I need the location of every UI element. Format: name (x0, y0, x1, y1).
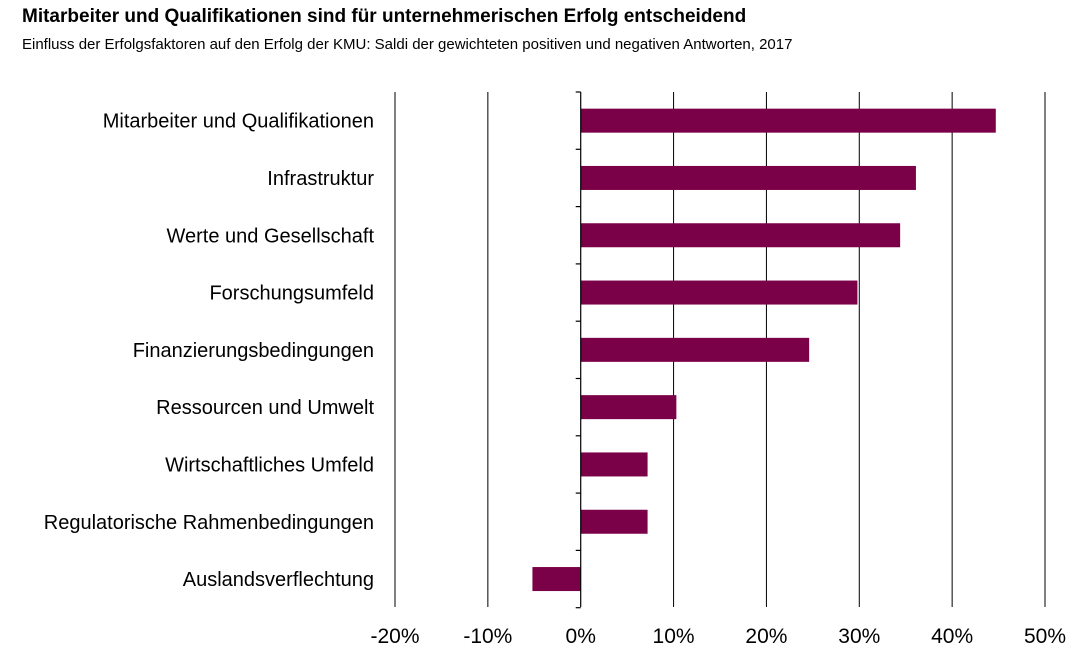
x-tick-label: 40% (931, 625, 973, 648)
category-label: Regulatorische Rahmenbedingungen (44, 512, 374, 534)
bar (580, 509, 648, 534)
bar (580, 108, 996, 133)
category-label: Infrastruktur (267, 168, 374, 190)
bar (580, 165, 916, 190)
x-tick-label: 50% (1024, 625, 1066, 648)
x-tick-label: 30% (838, 625, 880, 648)
category-label: Werte und Gesellschaft (166, 225, 374, 247)
bar (580, 395, 677, 420)
category-label: Finanzierungsbedingungen (133, 340, 374, 362)
category-label: Ressourcen und Umwelt (156, 397, 374, 419)
bars (532, 108, 996, 592)
x-tick-label: 10% (653, 625, 695, 648)
category-label: Wirtschaftliches Umfeld (165, 454, 374, 476)
bar (580, 280, 858, 305)
x-tick-label: 20% (745, 625, 787, 648)
chart-subtitle: Einfluss der Erfolgsfaktoren auf den Erf… (22, 36, 793, 53)
y-axis (575, 91, 582, 609)
category-label: Mitarbeiter und Qualifikationen (103, 111, 374, 133)
bar (532, 567, 581, 592)
x-tick-label: 0% (566, 625, 596, 648)
x-tick-labels: -20% -10% 0% 10% 20% 30% 40% 50% (370, 625, 1066, 648)
bar (580, 337, 810, 362)
category-labels: Mitarbeiter und Qualifikationen Infrastru… (44, 111, 375, 591)
x-tick-label: -20% (370, 625, 419, 648)
category-label: Auslandsverflechtung (183, 569, 374, 591)
bar (580, 452, 648, 477)
category-label: Forschungsumfeld (209, 283, 374, 305)
chart-title: Mitarbeiter und Qualifikationen sind für… (22, 6, 747, 27)
bar (580, 223, 901, 248)
x-tick-label: -10% (463, 625, 512, 648)
